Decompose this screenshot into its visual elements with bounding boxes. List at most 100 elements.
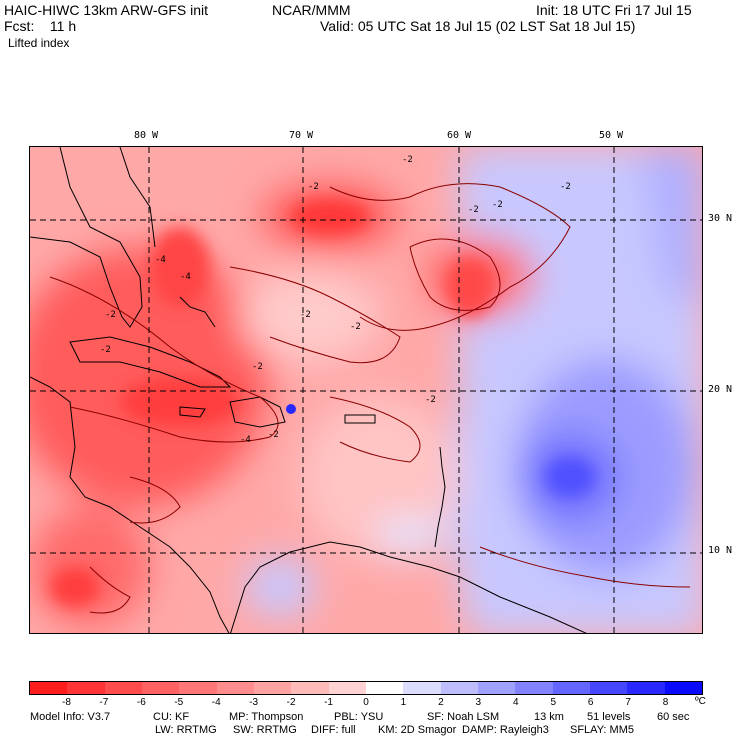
colorbar-swatch xyxy=(365,682,404,694)
contour-label-group: -2 -2 -2 -2 -2 -2 -2 -2 -2 -2 -4 -4 -4 -… xyxy=(100,155,571,445)
contour-se xyxy=(479,546,691,588)
footer-damp: DAMP: Rayleigh3 xyxy=(462,724,549,736)
contour-label: -2 xyxy=(468,205,479,215)
field-name: Lifted index xyxy=(8,36,70,50)
lon-label-60w: 60 W xyxy=(447,130,472,141)
coast-puertorico xyxy=(344,414,376,424)
contour-label: -2 xyxy=(308,182,319,192)
colorbar-swatch xyxy=(627,682,665,694)
contour-label: -2 xyxy=(402,155,413,165)
contour-ca xyxy=(129,476,181,524)
contour-east-caribbean xyxy=(329,396,421,463)
contours xyxy=(49,183,691,614)
footer-sw: SW: RRTMG xyxy=(233,724,297,736)
colorbar-swatch xyxy=(403,682,441,694)
footer-cu: CU: KF xyxy=(153,711,190,723)
blue-spot xyxy=(286,404,296,414)
footer-sflay: SFLAY: MM5 xyxy=(570,724,634,736)
lon-label-50w: 50 W xyxy=(599,130,624,141)
colorbar-unit: ºC xyxy=(695,696,706,707)
forecast-hour: Fcst: 11 h xyxy=(4,18,77,34)
lat-label-20n: 20 N xyxy=(708,384,733,395)
colorbar-swatch xyxy=(291,682,329,694)
colorbar-swatch xyxy=(440,682,478,694)
model-title: HAIC-HIWC 13km ARW-GFS init xyxy=(4,2,209,18)
colorbar-tick-label: 6 xyxy=(587,697,594,708)
coast-south-america xyxy=(230,541,587,633)
colorbar-tick-label: -5 xyxy=(174,697,184,708)
colorbar-tick-label: 0 xyxy=(363,697,369,708)
coast-jamaica xyxy=(179,406,206,418)
footer-resolution: 13 km xyxy=(534,711,564,723)
contour-label: -2 xyxy=(105,310,116,320)
init-time: Init: 18 UTC Fri 17 Jul 15 xyxy=(536,2,692,18)
contour-label: -2 xyxy=(492,200,503,210)
colorbar-tick-label: 2 xyxy=(438,697,444,708)
colorbar-tick-label: -8 xyxy=(61,697,71,708)
footer-diff: DIFF: full xyxy=(311,724,356,736)
contour-label: -4 xyxy=(180,272,191,282)
colorbar-swatch xyxy=(589,682,628,694)
contour-north xyxy=(329,183,571,331)
coast-carolinas xyxy=(119,147,156,248)
lon-label-70w: 70 W xyxy=(289,130,314,141)
colorbar-swatch xyxy=(664,682,702,694)
contour-label: -2 xyxy=(350,322,361,332)
colorbar-swatch xyxy=(30,682,68,694)
colorbar-tick-label: -3 xyxy=(249,697,259,708)
contour-label: -2 xyxy=(425,395,436,405)
colorbar-swatch xyxy=(67,682,105,694)
valid-time: Valid: 05 UTC Sat 18 Jul 15 (02 LST Sat … xyxy=(320,18,636,34)
footer-lw: LW: RRTMG xyxy=(155,724,217,736)
colorbar-tick-label: 8 xyxy=(662,697,669,708)
contour-sw xyxy=(89,566,131,614)
colorbar-swatch xyxy=(515,682,553,694)
lat-label-10n: 10 N xyxy=(708,545,733,556)
colorbar-swatch xyxy=(104,682,142,694)
colorbar-tick-label: 1 xyxy=(400,697,407,708)
contour-label: -4 xyxy=(240,435,251,445)
map-canvas: -2 -2 -2 -2 -2 -2 -2 -2 -2 -2 -4 -4 -4 -… xyxy=(30,147,702,633)
colorbar-tick-label: 5 xyxy=(550,697,556,708)
footer-model-info: Model Info: V3.7 xyxy=(30,711,111,723)
org-label: NCAR/MMM xyxy=(272,2,351,18)
footer-levels: 51 levels xyxy=(587,711,631,723)
contour-caribbean xyxy=(49,276,279,443)
coast-central-america xyxy=(30,376,230,633)
footer-timestep: 60 sec xyxy=(657,711,690,723)
lon-label-80w: 80 W xyxy=(134,130,159,141)
colorbar-tick-label: 4 xyxy=(512,697,519,708)
colorbar-swatch xyxy=(216,682,254,694)
contour-label: -2 xyxy=(560,182,571,192)
contour-label: -2 xyxy=(268,430,279,440)
contour-label: -4 xyxy=(155,255,166,265)
coastlines xyxy=(30,147,587,633)
contour-label: -2 xyxy=(100,345,111,355)
colorbar-tick-label: -4 xyxy=(211,697,221,708)
colorbar-swatch xyxy=(328,682,366,694)
colorbar xyxy=(29,681,703,695)
graticule xyxy=(30,147,702,633)
coast-bahamas xyxy=(179,296,216,328)
footer-sf: SF: Noah LSM xyxy=(427,711,500,723)
colorbar-tick-label: -1 xyxy=(324,697,333,708)
contour-label: -2 xyxy=(252,362,263,372)
colorbar-swatch xyxy=(253,682,292,694)
colorbar-tick-label: 3 xyxy=(475,697,482,708)
footer-pbl: PBL: YSU xyxy=(334,711,384,723)
colorbar-tick-label: -6 xyxy=(136,697,146,708)
field-detail xyxy=(50,199,595,607)
contour-mid xyxy=(229,266,401,364)
contour-label: -2 xyxy=(300,310,311,320)
coast-cuba xyxy=(69,336,232,388)
colorbar-tick-label: -2 xyxy=(286,697,296,708)
colorbar-swatch xyxy=(552,682,590,694)
footer-km: KM: 2D Smagor xyxy=(378,724,457,736)
colorbar-swatch xyxy=(141,682,180,694)
lifted-index-map: -2 -2 -2 -2 -2 -2 -2 -2 -2 -2 -4 -4 -4 -… xyxy=(29,146,703,634)
colorbar-swatch xyxy=(477,682,516,694)
colorbar-tick-label: 7 xyxy=(625,697,631,708)
colorbar-swatch xyxy=(179,682,217,694)
lat-label-30n: 30 N xyxy=(708,213,733,224)
footer-mp: MP: Thompson xyxy=(229,711,304,723)
